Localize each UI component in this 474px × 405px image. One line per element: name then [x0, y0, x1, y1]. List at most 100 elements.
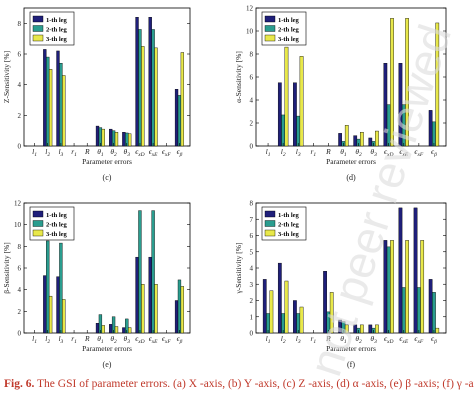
bar: [95, 323, 100, 334]
bar: [281, 114, 286, 147]
bar: [390, 18, 394, 147]
bar: [180, 52, 185, 147]
legend-label: 1-th leg: [278, 212, 300, 219]
bar: [416, 287, 421, 334]
bar: [413, 207, 418, 334]
bar: [48, 295, 53, 334]
y-tick-label: 0: [250, 330, 254, 338]
bar: [174, 89, 179, 147]
x-tick-label: l2: [45, 334, 50, 345]
bar: [269, 290, 274, 334]
x-tick-label: l1: [32, 334, 37, 345]
x-tick-label: R: [84, 334, 90, 343]
x-tick-label: l1: [266, 147, 271, 158]
legend-label: 1-th leg: [46, 17, 68, 24]
y-tick-label: 6: [250, 74, 254, 82]
panel-label: (c): [103, 173, 112, 182]
bar: [299, 56, 304, 147]
x-tick-label: r1: [71, 334, 77, 345]
bar: [177, 279, 182, 334]
bar: [151, 210, 155, 334]
bar: [338, 133, 343, 147]
bar: [48, 69, 53, 147]
bar: [405, 240, 409, 334]
bar: [353, 135, 358, 147]
legend-label: 3-th leg: [46, 231, 68, 238]
bar: [114, 131, 119, 147]
y-tick-label: 6: [18, 265, 22, 273]
legend-swatch: [264, 34, 276, 42]
y-tick-label: 8: [18, 20, 22, 28]
legend-label: 3-th leg: [278, 36, 300, 43]
x-tick-label: r1: [71, 147, 77, 158]
x-tick-label: R: [84, 147, 90, 156]
bar: [141, 284, 145, 334]
legend-swatch: [264, 229, 276, 237]
bar: [46, 56, 50, 147]
bar: [323, 271, 327, 334]
x-tick-label: ϵxD: [384, 147, 393, 158]
bar: [299, 306, 304, 334]
y-axis-label: α-Sensitivity [%]: [234, 51, 243, 103]
x-tick-label: l3: [58, 147, 63, 158]
bar: [401, 287, 406, 334]
bar: [135, 256, 139, 334]
x-tick-label: ϵβ: [177, 334, 183, 345]
y-tick-label: 6: [250, 232, 254, 240]
caption-label: Fig. 6.: [4, 378, 35, 390]
y-tick-label: 7: [250, 216, 254, 224]
bar: [293, 300, 297, 334]
x-tick-label: θ1: [97, 334, 104, 345]
bar: [62, 299, 66, 334]
bar: [174, 300, 179, 334]
x-tick-label: l2: [281, 147, 286, 158]
y-tick-label: 10: [246, 28, 254, 36]
x-tick-label: θ3: [370, 147, 377, 158]
caption-text: The GSI of parameter errors. (a) X -axis…: [37, 378, 474, 390]
bar: [277, 82, 282, 147]
bar: [344, 125, 349, 147]
bar: [368, 324, 373, 334]
y-axis-label: β-Sensitivity [%]: [2, 242, 11, 294]
bar: [405, 18, 409, 147]
bar: [138, 210, 142, 334]
bar: [122, 131, 126, 147]
y-tick-label: 2: [250, 297, 254, 305]
bar: [284, 46, 289, 147]
x-tick-label: ϵxD: [135, 334, 144, 345]
bar: [62, 75, 66, 147]
x-tick-label: ϵxE: [399, 147, 408, 158]
x-tick-label: ϵxF: [414, 334, 423, 345]
legend-label: 3-th leg: [278, 231, 300, 238]
bar: [344, 324, 349, 334]
x-tick-label: θ3: [124, 147, 131, 158]
bar: [154, 47, 158, 147]
x-tick-label: θ2: [355, 147, 362, 158]
y-tick-label: 4: [250, 265, 254, 273]
bar: [95, 125, 100, 147]
panel-label: (e): [103, 360, 112, 369]
legend-swatch: [32, 25, 44, 32]
x-tick-label: θ2: [110, 334, 117, 345]
x-tick-label: l1: [32, 147, 37, 158]
bar: [46, 240, 50, 334]
bar: [359, 324, 364, 334]
bar: [154, 284, 158, 334]
bar: [277, 262, 282, 334]
legend-label: 2-th leg: [278, 222, 300, 229]
bar: [177, 95, 182, 147]
x-tick-label: θ1: [340, 147, 347, 158]
y-tick-label: 8: [18, 243, 22, 251]
legend-label: 3-th leg: [46, 36, 68, 43]
legend-label: 2-th leg: [46, 27, 68, 34]
x-tick-label: l1: [266, 334, 271, 345]
bar: [59, 242, 63, 334]
x-tick-label: ϵxD: [384, 334, 393, 345]
bar: [359, 131, 364, 147]
legend-swatch: [32, 229, 44, 237]
y-tick-label: 1: [250, 313, 254, 321]
bar: [180, 286, 185, 334]
x-tick-label: R: [325, 147, 331, 156]
